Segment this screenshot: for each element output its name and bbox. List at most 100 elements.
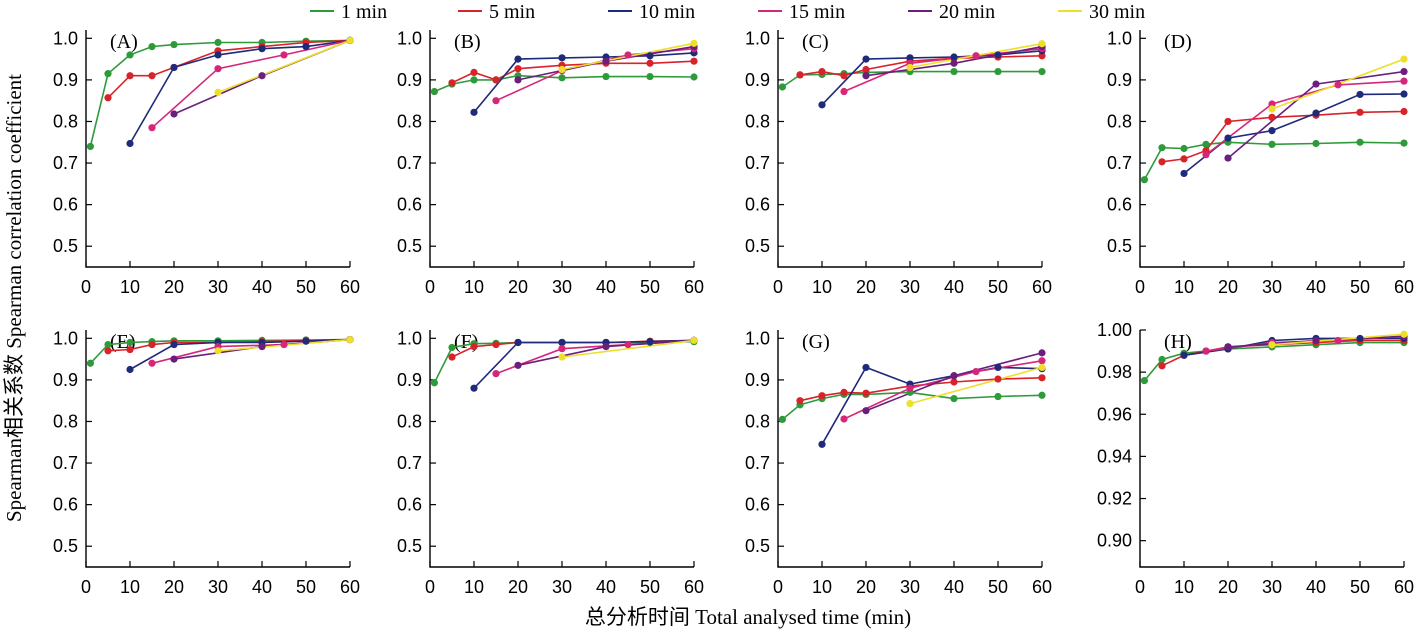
data-point bbox=[950, 67, 958, 76]
data-point bbox=[1400, 55, 1408, 63]
data-point bbox=[1202, 151, 1210, 159]
axis-frame bbox=[85, 330, 350, 568]
data-point bbox=[470, 108, 478, 116]
data-point bbox=[1038, 40, 1046, 48]
x-tick-label: 20 bbox=[164, 277, 184, 297]
y-tick-label: 0.9 bbox=[53, 370, 78, 390]
series-line bbox=[1161, 110, 1405, 163]
data-point bbox=[1180, 169, 1188, 178]
x-tick-label: 60 bbox=[684, 577, 704, 597]
data-point bbox=[1268, 140, 1276, 148]
data-point bbox=[170, 355, 178, 363]
y-tick-label: 0.7 bbox=[53, 153, 78, 173]
data-point bbox=[796, 397, 804, 405]
legend-item: 30 min bbox=[1058, 1, 1145, 23]
data-point bbox=[104, 94, 112, 102]
series-line bbox=[1205, 80, 1405, 156]
data-point bbox=[646, 52, 654, 60]
data-point bbox=[862, 407, 870, 415]
y-tick-label: 0.6 bbox=[745, 495, 770, 515]
data-point bbox=[1400, 107, 1408, 116]
series-line bbox=[107, 39, 351, 99]
y-tick-label: 1.0 bbox=[397, 28, 422, 48]
x-tick-label: 10 bbox=[120, 577, 140, 597]
data-point bbox=[558, 65, 566, 74]
data-point bbox=[818, 440, 826, 448]
y-tick-label: 0.7 bbox=[397, 453, 422, 473]
axis-frame bbox=[429, 330, 694, 568]
series-line bbox=[129, 338, 351, 371]
x-tick-label: 10 bbox=[1174, 577, 1194, 597]
data-point bbox=[778, 83, 787, 91]
data-point bbox=[1158, 355, 1166, 364]
x-tick-label: 20 bbox=[164, 577, 184, 597]
data-point bbox=[214, 347, 222, 355]
x-tick-label: 60 bbox=[684, 277, 704, 297]
data-point bbox=[1158, 158, 1166, 166]
x-tick-label: 0 bbox=[81, 277, 91, 297]
x-tick-label: 20 bbox=[856, 277, 876, 297]
y-tick-label: 1.0 bbox=[53, 28, 78, 48]
chart-panels: 0.50.60.70.80.91.00 10 20 30 40 50 60(A)0.50.6… bbox=[53, 28, 1414, 597]
legend-label: 20 min bbox=[939, 1, 995, 23]
panel-a: 0.5 0.6 0.7 0.8 0.9 1.0 0 10 20 30 40 50 60 (A) bbox=[53, 28, 360, 297]
data-point bbox=[602, 343, 610, 351]
data-point bbox=[862, 389, 870, 397]
data-point bbox=[646, 72, 654, 81]
legend-label: 30 min bbox=[1089, 1, 1145, 23]
data-point bbox=[950, 53, 958, 61]
data-point bbox=[1268, 105, 1276, 113]
x-tick-label: 50 bbox=[988, 277, 1008, 297]
data-point bbox=[1356, 138, 1364, 146]
x-tick-label: 0 bbox=[773, 577, 783, 597]
data-point bbox=[514, 55, 522, 63]
legend: 1 min 5 min 10 min 15 min 20 min 30 min bbox=[310, 1, 1145, 23]
data-point bbox=[1400, 77, 1408, 85]
panel-e: 0.50.60.70.80.91.00 10 20 30 40 50 60(E) bbox=[53, 328, 360, 597]
y-tick-label: 0.5 bbox=[397, 536, 422, 556]
data-point bbox=[1038, 363, 1046, 372]
x-tick-label: 50 bbox=[988, 577, 1008, 597]
data-point bbox=[492, 76, 500, 84]
data-point bbox=[126, 365, 134, 374]
y-tick-label: 0.8 bbox=[1107, 111, 1132, 131]
data-point bbox=[126, 338, 134, 347]
data-point bbox=[126, 139, 134, 148]
x-tick-label: 40 bbox=[944, 277, 964, 297]
legend-label: 5 min bbox=[489, 1, 535, 23]
data-point bbox=[558, 353, 566, 361]
y-tick-label: 0.8 bbox=[745, 411, 770, 431]
data-point bbox=[818, 392, 826, 400]
x-tick-label: 30 bbox=[1262, 277, 1282, 297]
data-point bbox=[1224, 117, 1232, 126]
data-point bbox=[492, 340, 500, 349]
data-point bbox=[862, 55, 870, 63]
data-point bbox=[1038, 67, 1046, 76]
data-point bbox=[796, 71, 804, 79]
data-point bbox=[950, 372, 958, 380]
x-tick-label: 20 bbox=[1218, 577, 1238, 597]
y-tick-label: 0.8 bbox=[397, 111, 422, 131]
legend-label: 1 min bbox=[341, 1, 387, 23]
data-point bbox=[470, 343, 478, 351]
x-tick-label: 40 bbox=[252, 577, 272, 597]
data-point bbox=[470, 384, 478, 392]
x-tick-label: 0 bbox=[1135, 277, 1145, 297]
data-point bbox=[558, 54, 566, 62]
data-point bbox=[430, 379, 438, 387]
x-tick-label: 0 bbox=[81, 577, 91, 597]
x-tick-label: 50 bbox=[296, 577, 316, 597]
x-tick-label: 30 bbox=[208, 577, 228, 597]
series-line bbox=[843, 47, 1043, 93]
x-tick-label: 30 bbox=[208, 277, 228, 297]
data-point bbox=[1038, 391, 1046, 399]
panel-c: 0.5 0.6 0.7 0.8 0.9 1.0 0 10 20 30 40 50 60 (C) bbox=[745, 28, 1052, 297]
series-line bbox=[799, 55, 1043, 77]
data-point bbox=[818, 101, 826, 109]
series-line bbox=[799, 377, 1043, 402]
data-point bbox=[214, 51, 222, 59]
data-point bbox=[470, 76, 478, 84]
y-tick-label: 1.00 bbox=[1097, 320, 1132, 340]
panel-label: (D) bbox=[1164, 31, 1192, 53]
x-axis-title: 总分析时间 Total analysed time (min) bbox=[585, 605, 911, 629]
